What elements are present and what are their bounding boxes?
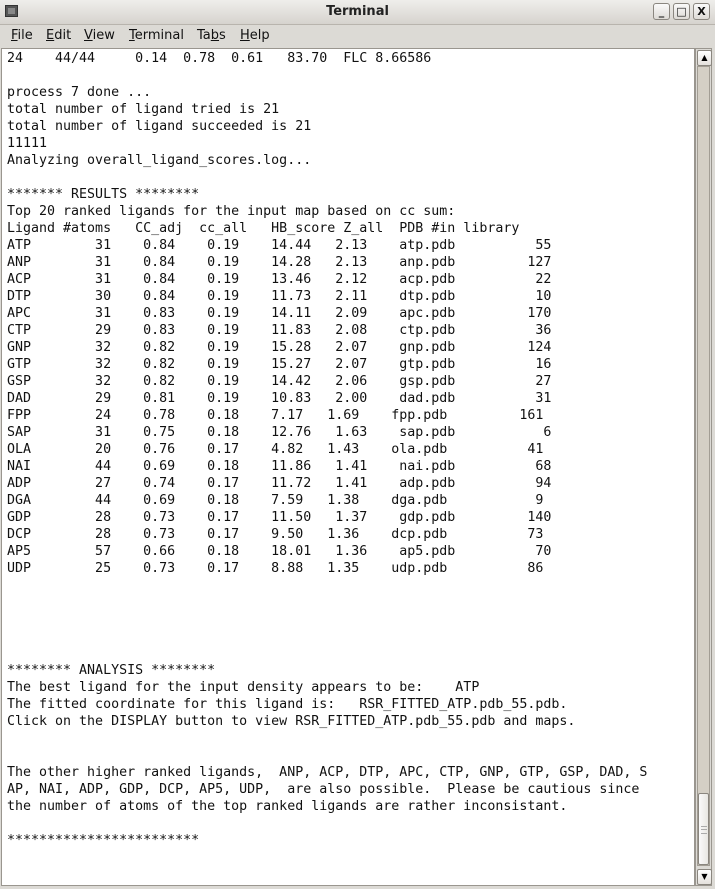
- menu-file[interactable]: File: [11, 28, 33, 43]
- terminal-line: GTP 32 0.82 0.19 15.27 2.07 gtp.pdb 16: [7, 357, 552, 372]
- terminal-line: [7, 747, 647, 764]
- menu-terminal[interactable]: Terminal: [129, 28, 184, 43]
- terminal-line: The best ligand for the input density ap…: [7, 680, 480, 695]
- terminal-line: ACP 31 0.84 0.19 13.46 2.12 acp.pdb 22: [7, 272, 552, 287]
- terminal-line: total number of ligand tried is 21: [7, 102, 280, 117]
- menu-view[interactable]: View: [84, 28, 115, 43]
- terminal-line: GDP 28 0.73 0.17 11.50 1.37 gdp.pdb 140: [7, 510, 552, 525]
- vertical-scrollbar[interactable]: ▲ ▼: [695, 48, 712, 886]
- scroll-down-button[interactable]: ▼: [697, 869, 712, 885]
- terminal-line: [7, 645, 647, 662]
- terminal-line: ANP 31 0.84 0.19 14.28 2.13 anp.pdb 127: [7, 255, 552, 270]
- scroll-track[interactable]: [697, 66, 710, 866]
- terminal-line: GNP 32 0.82 0.19 15.28 2.07 gnp.pdb 124: [7, 340, 552, 355]
- terminal-line: [7, 611, 647, 628]
- menu-help[interactable]: Help: [240, 28, 270, 43]
- terminal-line: Analyzing overall_ligand_scores.log...: [7, 153, 312, 168]
- terminal-line: [7, 628, 647, 645]
- scroll-thumb[interactable]: [698, 793, 709, 865]
- terminal-line: Top 20 ranked ligands for the input map …: [7, 204, 456, 219]
- terminal-line: ******* RESULTS ********: [7, 187, 200, 202]
- window-title: Terminal: [326, 4, 389, 19]
- terminal-line: DGA 44 0.69 0.18 7.59 1.38 dga.pdb 9: [7, 493, 544, 508]
- minimize-button[interactable]: _: [653, 3, 670, 20]
- maximize-button[interactable]: □: [673, 3, 690, 20]
- scroll-up-button[interactable]: ▲: [697, 50, 712, 66]
- terminal-text: 24 44/44 0.14 0.78 0.61 83.70 FLC 8.6658…: [7, 50, 647, 883]
- terminal-line: 24 44/44 0.14 0.78 0.61 83.70 FLC 8.6658…: [7, 51, 432, 66]
- terminal-line: DTP 30 0.84 0.19 11.73 2.11 dtp.pdb 10: [7, 289, 552, 304]
- terminal-app-icon[interactable]: [5, 5, 18, 17]
- terminal-line: 11111: [7, 136, 48, 151]
- close-button[interactable]: X: [693, 3, 710, 20]
- terminal-line: The fitted coordinate for this ligand is…: [7, 697, 568, 712]
- terminal-line: FPP 24 0.78 0.18 7.17 1.69 fpp.pdb 161: [7, 408, 544, 423]
- terminal-line: AP5 57 0.66 0.18 18.01 1.36 ap5.pdb 70: [7, 544, 552, 559]
- menu-bar: File Edit View Terminal Tabs Help: [0, 25, 715, 47]
- terminal-line: the number of atoms of the top ranked li…: [7, 799, 568, 814]
- terminal-line: Click on the DISPLAY button to view RSR_…: [7, 714, 576, 729]
- title-bar[interactable]: Terminal _ □ X: [0, 0, 715, 25]
- terminal-line: APC 31 0.83 0.19 14.11 2.09 apc.pdb 170: [7, 306, 552, 321]
- terminal-line: [7, 815, 647, 832]
- terminal-line: [7, 594, 647, 611]
- terminal-line: UDP 25 0.73 0.17 8.88 1.35 udp.pdb 86: [7, 561, 544, 576]
- terminal-line: [7, 577, 647, 594]
- terminal-line: ************************: [7, 833, 200, 848]
- terminal-line: Ligand #atoms CC_adj cc_all HB_score Z_a…: [7, 221, 520, 236]
- terminal-line: [7, 67, 647, 84]
- terminal-line: [7, 730, 647, 747]
- terminal-line: The other higher ranked ligands, ANP, AC…: [7, 765, 648, 780]
- terminal-line: ******** ANALYSIS ********: [7, 663, 216, 678]
- terminal-line: process 7 done ...: [7, 85, 152, 100]
- terminal-line: ADP 27 0.74 0.17 11.72 1.41 adp.pdb 94: [7, 476, 552, 491]
- terminal-line: GSP 32 0.82 0.19 14.42 2.06 gsp.pdb 27: [7, 374, 552, 389]
- menu-tabs[interactable]: Tabs: [197, 28, 226, 43]
- terminal-line: DAD 29 0.81 0.19 10.83 2.00 dad.pdb 31: [7, 391, 552, 406]
- terminal-line: [7, 169, 647, 186]
- terminal-line: DCP 28 0.73 0.17 9.50 1.36 dcp.pdb 73: [7, 527, 544, 542]
- terminal-output[interactable]: 24 44/44 0.14 0.78 0.61 83.70 FLC 8.6658…: [1, 48, 695, 886]
- terminal-line: ATP 31 0.84 0.19 14.44 2.13 atp.pdb 55: [7, 238, 552, 253]
- terminal-line: [7, 849, 647, 866]
- terminal-line: OLA 20 0.76 0.17 4.82 1.43 ola.pdb 41: [7, 442, 544, 457]
- terminal-line: CTP 29 0.83 0.19 11.83 2.08 ctp.pdb 36: [7, 323, 552, 338]
- terminal-line: NAI 44 0.69 0.18 11.86 1.41 nai.pdb 68: [7, 459, 552, 474]
- grip-icon: [701, 826, 707, 835]
- terminal-line: SAP 31 0.75 0.18 12.76 1.63 sap.pdb 6: [7, 425, 552, 440]
- menu-edit[interactable]: Edit: [46, 28, 72, 43]
- terminal-line: AP, NAI, ADP, GDP, DCP, AP5, UDP, are al…: [7, 782, 640, 797]
- terminal-line: total number of ligand succeeded is 21: [7, 119, 312, 134]
- terminal-line: [7, 866, 647, 883]
